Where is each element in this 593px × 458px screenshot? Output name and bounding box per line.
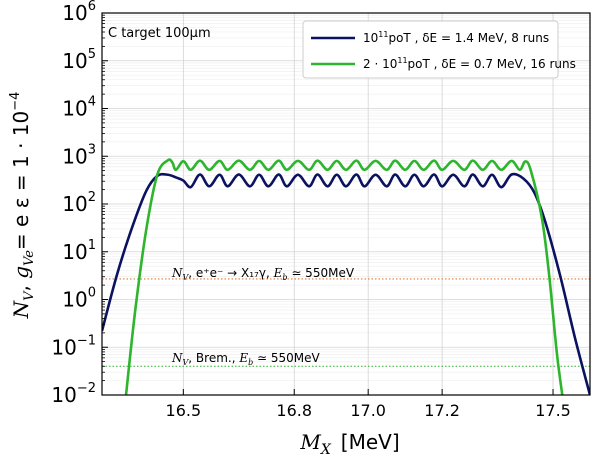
reference-label-ee-e: E (273, 266, 283, 280)
y-tick-label-exp: −1 (77, 333, 96, 348)
y-tick-label-base: 10 (62, 97, 87, 121)
y-tick-label: 102 (62, 190, 96, 216)
y-tick-label-exp: −2 (77, 381, 96, 396)
y-tick-label-exp: 6 (88, 0, 96, 14)
reference-label-ee-tail: ≃ 550MeV (288, 266, 355, 280)
y-tick-label: 100 (62, 286, 96, 312)
y-tick-label-base: 10 (62, 144, 87, 168)
x-tick-label: 16.8 (276, 401, 312, 420)
y-tick-label-exp: 3 (88, 142, 96, 157)
reference-label-brem-tail: ≃ 550MeV (253, 351, 320, 365)
reference-label-brem-e-sub: b (248, 358, 253, 367)
y-tick-label: 105 (62, 47, 96, 73)
reference-label-ee-n: N (171, 266, 183, 280)
target-note: C target 100μm (108, 26, 211, 41)
legend-label-series-2-main: 2 · 10 (363, 57, 397, 71)
reference-label-brem-n-sub: V (183, 358, 190, 367)
x-axis-label: MX [MeV] (299, 430, 399, 458)
axis-ticks: 16.5 16.8 17.0 17.2 17.510−210−1100101102103… (51, 0, 570, 420)
grid-lines (102, 13, 590, 395)
reference-label-ee-text: , e⁺e⁻ → X₁₇γ, (188, 266, 273, 280)
legend-label-series-2: 2 · 1011poT , δE = 0.7 MeV, 16 runs (363, 56, 576, 71)
x-tick-label: 17.2 (424, 401, 460, 420)
reference-label-ee-e-sub: b (282, 273, 287, 282)
reference-label-brem: NV, Brem., Eb ≃ 550MeV (171, 351, 321, 367)
legend-label-series-2-sup: 11 (397, 56, 407, 65)
x-tick-label: 17.0 (350, 401, 386, 420)
y-tick-label-exp: 0 (88, 286, 96, 301)
reference-label-ee: NV, e⁺e⁻ → X₁₇γ, Eb ≃ 550MeV (171, 266, 355, 282)
series-line-2 (124, 158, 564, 395)
legend-label-series-1-rest: poT , δE = 1.4 MeV, 8 runs (388, 31, 549, 45)
reference-label-brem-e: E (238, 351, 248, 365)
y-tick-label: 106 (62, 0, 96, 25)
reference-label-brem-n: N (171, 351, 183, 365)
y-tick-label-base: 10 (62, 49, 87, 73)
legend: 1011poT , δE = 1.4 MeV, 8 runs 2 · 1011p… (302, 20, 576, 79)
legend-label-series-1-sup: 11 (378, 30, 388, 39)
x-axis-label-sub: X (320, 442, 332, 458)
series-line-1 (102, 172, 590, 395)
y-tick-label-base: 10 (62, 1, 87, 25)
reference-label-brem-text: , Brem., (188, 351, 239, 365)
y-tick-label: 103 (62, 142, 96, 168)
reference-lines (102, 278, 590, 367)
y-tick-label: 104 (62, 95, 96, 121)
y-tick-label-exp: 5 (88, 47, 96, 62)
legend-label-series-1-main: 10 (363, 31, 378, 45)
y-axis-label-main: N (9, 299, 33, 319)
legend-box (302, 20, 559, 79)
y-axis-label-coupling: g (9, 266, 33, 279)
series-lines (102, 158, 590, 395)
y-axis-label-exp: −4 (8, 92, 23, 111)
y-tick-label-base: 10 (62, 240, 87, 264)
y-tick-label-base: 10 (51, 383, 76, 407)
y-tick-label-exp: 4 (88, 95, 96, 110)
y-tick-label-base: 10 (62, 288, 87, 312)
y-tick-label: 10−2 (51, 381, 96, 407)
x-axis-label-unit: [MeV] (341, 430, 400, 454)
x-tick-label: 16.5 (166, 401, 202, 420)
x-tick-label: 17.5 (535, 401, 571, 420)
y-tick-label: 10−1 (51, 333, 96, 359)
legend-label-series-2-rest: poT , δE = 0.7 MeV, 16 runs (408, 57, 576, 71)
x-axis-label-var: M (299, 430, 321, 454)
y-axis-label: NV, gVe= e ε = 1 · 10−4 (8, 92, 37, 320)
y-tick-label-base: 10 (62, 192, 87, 216)
y-axis-label-expr: = e ε = 1 · 10 (9, 111, 33, 250)
y-tick-label-exp: 1 (88, 238, 96, 253)
y-axis-label-coupling-sub: Ve (22, 250, 37, 266)
y-axis-label-main-sub: V (22, 290, 37, 301)
y-tick-label: 101 (62, 238, 96, 264)
legend-label-series-1: 1011poT , δE = 1.4 MeV, 8 runs (363, 30, 549, 45)
y-axis-label-comma: , (9, 279, 33, 292)
y-tick-label-base: 10 (51, 335, 76, 359)
reference-label-ee-n-sub: V (183, 273, 190, 282)
y-tick-label-exp: 2 (88, 190, 96, 205)
